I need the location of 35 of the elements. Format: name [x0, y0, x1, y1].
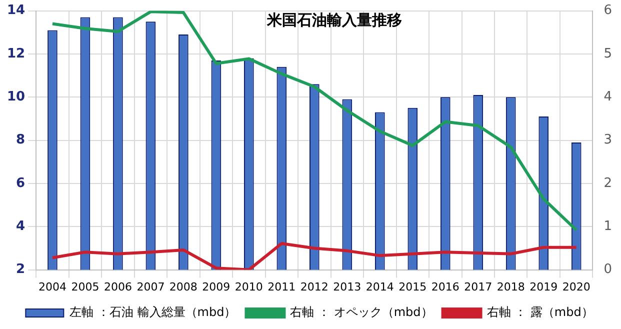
x-tick-label: 2016 — [431, 280, 460, 294]
x-tick-label: 2013 — [333, 280, 362, 294]
legend-label: 右軸 ： 露（mbd） — [486, 305, 594, 320]
y2-tick-label: 5 — [604, 46, 612, 62]
x-tick-label: 2019 — [530, 280, 558, 294]
y-tick-label: 6 — [16, 176, 26, 191]
x-tick-label: 2010 — [234, 280, 263, 294]
y2-tick-label: 0 — [604, 262, 612, 278]
y-tick-label: 14 — [6, 3, 26, 18]
x-tick-label: 2005 — [71, 280, 100, 294]
x-tick-label: 2011 — [268, 280, 296, 294]
x-tick-label: 2012 — [300, 280, 328, 294]
y-tick-label: 8 — [16, 132, 26, 148]
y-tick-label: 4 — [16, 219, 26, 234]
legend-label: 右軸 ： オペック（mbd） — [290, 305, 433, 320]
legend-label: 左軸 ：石油 輸入総量（mbd） — [70, 305, 236, 320]
x-tick-label: 2009 — [202, 280, 230, 294]
x-tick-label: 2015 — [398, 280, 427, 294]
x-tick-label: 2014 — [366, 280, 394, 294]
y2-tick-label: 6 — [604, 3, 612, 18]
y2-tick-label: 4 — [604, 90, 612, 105]
y-tick-label: 12 — [6, 46, 26, 62]
x-tick-label: 2007 — [136, 280, 165, 294]
x-tick-label: 2008 — [169, 280, 198, 294]
x-tick-label: 2006 — [104, 280, 132, 294]
y-tick-label: 10 — [6, 90, 26, 105]
chart-title: 米国石油輸入量推移 — [266, 11, 402, 30]
y2-tick-label: 2 — [604, 176, 612, 191]
y2-tick-label: 1 — [604, 219, 612, 234]
x-tick-label: 2018 — [496, 280, 525, 294]
y2-tick-label: 3 — [604, 132, 612, 148]
x-tick-label: 2004 — [38, 280, 66, 294]
x-tick-label: 2020 — [562, 280, 590, 294]
x-tick-label: 2017 — [464, 280, 492, 294]
y-tick-label: 2 — [16, 262, 26, 278]
